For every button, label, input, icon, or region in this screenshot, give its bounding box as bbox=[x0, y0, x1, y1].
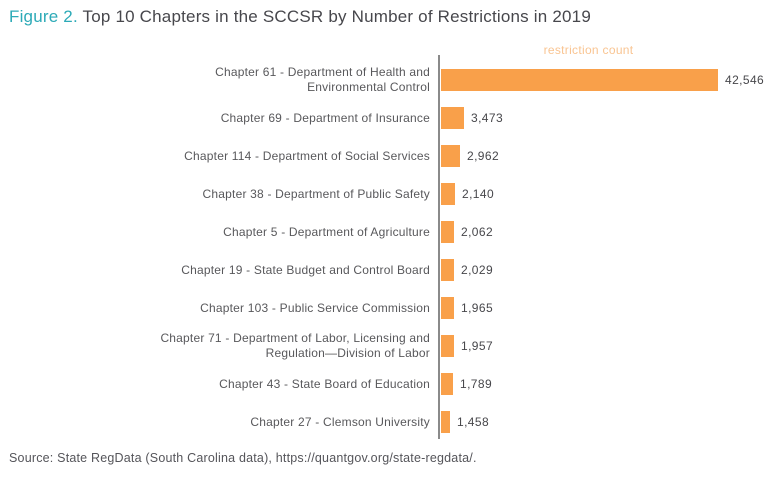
bar-row: Chapter 69 - Department of Insurance 3,47… bbox=[0, 99, 768, 137]
bar-area: 1,957 bbox=[441, 335, 493, 357]
category-label: Chapter 71 - Department of Labor, Licens… bbox=[160, 331, 430, 360]
category-label: Chapter 19 - State Budget and Control Bo… bbox=[181, 262, 430, 277]
value-label: 42,546 bbox=[725, 73, 765, 87]
bar bbox=[441, 259, 454, 281]
bar bbox=[441, 69, 718, 91]
bar-area: 2,962 bbox=[441, 145, 499, 167]
y-axis-line bbox=[438, 55, 440, 439]
bar-area: 1,965 bbox=[441, 297, 493, 319]
bar bbox=[441, 411, 450, 433]
bar bbox=[441, 107, 464, 129]
bar-row: Chapter 27 - Clemson University 1,458 bbox=[0, 403, 768, 441]
bar-row: Chapter 38 - Department of Public Safety… bbox=[0, 175, 768, 213]
bar-area: 2,140 bbox=[441, 183, 494, 205]
value-label: 1,458 bbox=[457, 415, 490, 429]
bar-area: 1,458 bbox=[441, 411, 489, 433]
value-label: 2,029 bbox=[461, 263, 494, 277]
value-label: 2,962 bbox=[467, 149, 500, 163]
value-label: 2,140 bbox=[462, 187, 495, 201]
bar-row: Chapter 71 - Department of Labor, Licens… bbox=[0, 327, 768, 365]
bar bbox=[441, 373, 453, 395]
category-label: Chapter 61 - Department of Health and Env… bbox=[215, 65, 430, 94]
category-label: Chapter 114 - Department of Social Servi… bbox=[184, 148, 430, 163]
bar-row: Chapter 19 - State Budget and Control Bo… bbox=[0, 251, 768, 289]
figure-number-label: Figure 2. bbox=[9, 7, 78, 26]
bar-area: 2,062 bbox=[441, 221, 493, 243]
legend-restriction-count: restriction count bbox=[543, 43, 634, 57]
source-note: Source: State RegData (South Carolina da… bbox=[9, 451, 477, 465]
category-label: Chapter 103 - Public Service Commission bbox=[200, 300, 430, 315]
bar bbox=[441, 145, 460, 167]
bar-row: Chapter 103 - Public Service Commission 1… bbox=[0, 289, 768, 327]
value-label: 1,957 bbox=[461, 339, 494, 353]
category-label: Chapter 5 - Department of Agriculture bbox=[223, 224, 430, 239]
bar-row: Chapter 43 - State Board of Education 1,7… bbox=[0, 365, 768, 403]
category-label: Chapter 43 - State Board of Education bbox=[219, 376, 430, 391]
bar bbox=[441, 221, 454, 243]
bar-area: 1,789 bbox=[441, 373, 492, 395]
bar-area: 2,029 bbox=[441, 259, 493, 281]
bar-row: Chapter 61 - Department of Health and Env… bbox=[0, 61, 768, 99]
category-label: Chapter 69 - Department of Insurance bbox=[220, 110, 430, 125]
bar bbox=[441, 335, 454, 357]
value-label: 3,473 bbox=[471, 111, 504, 125]
bar bbox=[441, 183, 455, 205]
chart-rows: Chapter 61 - Department of Health and Env… bbox=[0, 43, 768, 441]
value-label: 1,789 bbox=[460, 377, 493, 391]
bar-row: Chapter 5 - Department of Agriculture 2,0… bbox=[0, 213, 768, 251]
category-label: Chapter 27 - Clemson University bbox=[250, 414, 430, 429]
bar bbox=[441, 297, 454, 319]
category-label: Chapter 38 - Department of Public Safety bbox=[202, 186, 430, 201]
bar-area: 42,546 bbox=[441, 69, 764, 91]
bar-chart: restriction count Chapter 61 - Departmen… bbox=[0, 43, 768, 441]
value-label: 2,062 bbox=[461, 225, 494, 239]
figure-title: Figure 2. Top 10 Chapters in the SCCSR b… bbox=[0, 0, 768, 27]
bar-row: Chapter 114 - Department of Social Servi… bbox=[0, 137, 768, 175]
figure-title-text: Top 10 Chapters in the SCCSR by Number o… bbox=[77, 7, 591, 26]
value-label: 1,965 bbox=[461, 301, 494, 315]
bar-area: 3,473 bbox=[441, 107, 503, 129]
